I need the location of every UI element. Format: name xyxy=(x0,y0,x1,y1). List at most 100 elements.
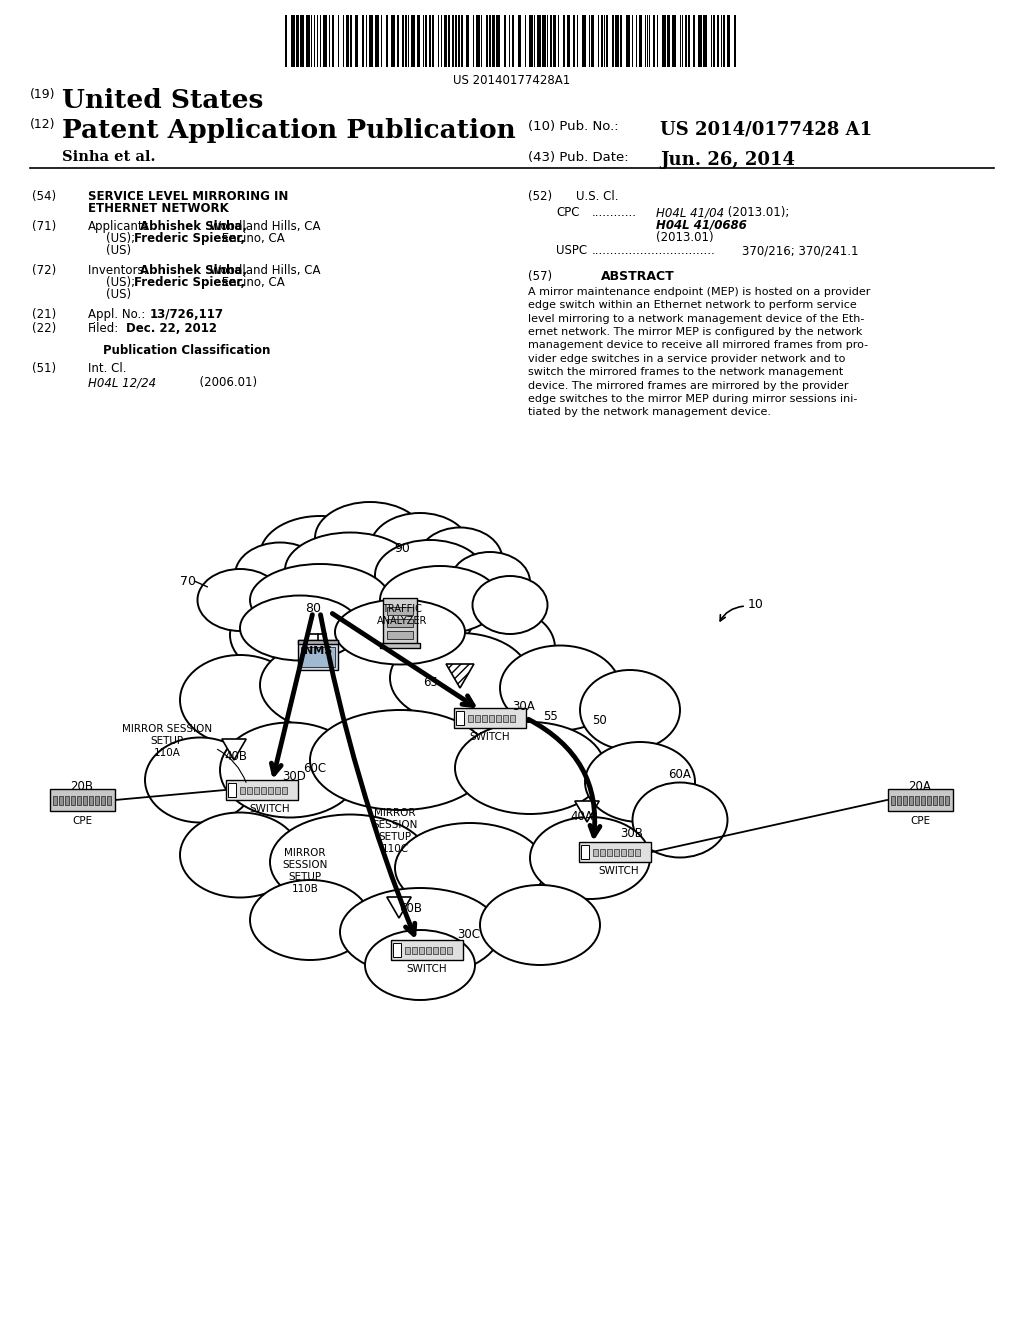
Text: (22): (22) xyxy=(32,322,56,335)
Text: 370/216; 370/241.1: 370/216; 370/241.1 xyxy=(742,244,858,257)
Bar xyxy=(369,15,373,67)
FancyArrowPatch shape xyxy=(528,719,600,836)
Ellipse shape xyxy=(580,671,680,750)
Ellipse shape xyxy=(270,814,430,909)
Bar xyxy=(456,711,464,725)
Bar xyxy=(433,946,438,954)
Text: SWITCH: SWITCH xyxy=(407,964,447,974)
Text: (US);: (US); xyxy=(106,276,135,289)
Text: Patent Application Publication: Patent Application Publication xyxy=(62,117,516,143)
Ellipse shape xyxy=(260,638,420,733)
Bar xyxy=(261,787,266,795)
Ellipse shape xyxy=(465,610,555,685)
Ellipse shape xyxy=(395,822,545,913)
Ellipse shape xyxy=(450,552,530,612)
Bar xyxy=(908,796,912,805)
Bar xyxy=(393,942,401,957)
Bar xyxy=(285,15,287,67)
Text: Woodland Hills, CA: Woodland Hills, CA xyxy=(206,220,321,234)
Bar xyxy=(482,715,487,722)
Bar xyxy=(466,15,469,67)
Text: Woodland Hills, CA: Woodland Hills, CA xyxy=(206,264,321,277)
Bar xyxy=(417,15,420,67)
Text: 30B: 30B xyxy=(620,828,643,840)
Text: TRAFFIC
ANALYZER: TRAFFIC ANALYZER xyxy=(377,605,427,626)
Bar xyxy=(914,796,919,805)
Text: 30D: 30D xyxy=(282,770,306,783)
Bar xyxy=(440,946,445,954)
Bar xyxy=(362,15,364,67)
Text: US 2014/0177428 A1: US 2014/0177428 A1 xyxy=(660,120,872,139)
Text: (2006.01): (2006.01) xyxy=(162,376,257,389)
Text: 40B: 40B xyxy=(224,750,247,763)
Bar xyxy=(933,796,937,805)
Text: Dec. 22, 2012: Dec. 22, 2012 xyxy=(126,322,217,335)
Text: 10: 10 xyxy=(748,598,764,611)
Bar xyxy=(455,15,457,67)
Bar xyxy=(921,796,925,805)
Bar xyxy=(672,15,676,67)
Ellipse shape xyxy=(240,595,360,660)
Ellipse shape xyxy=(250,564,390,636)
Bar xyxy=(582,15,586,67)
Bar xyxy=(503,715,508,722)
Bar xyxy=(567,15,570,67)
Bar xyxy=(698,15,702,67)
Bar xyxy=(581,845,589,859)
Text: 90: 90 xyxy=(394,543,410,554)
Polygon shape xyxy=(387,898,412,917)
Text: Abhishek Sinha,: Abhishek Sinha, xyxy=(140,264,247,277)
Bar xyxy=(550,15,552,67)
Text: Int. Cl.: Int. Cl. xyxy=(88,362,127,375)
Ellipse shape xyxy=(472,576,548,634)
Bar xyxy=(65,796,69,805)
Bar xyxy=(475,715,480,722)
Bar xyxy=(426,946,431,954)
Bar xyxy=(350,15,352,67)
Bar xyxy=(723,15,725,67)
Text: (US);: (US); xyxy=(106,232,135,246)
Text: MIRROR SESSION
SETUP
110A: MIRROR SESSION SETUP 110A xyxy=(122,723,212,758)
Bar xyxy=(228,783,236,797)
Ellipse shape xyxy=(230,587,390,682)
Text: CPC: CPC xyxy=(556,206,580,219)
Text: (12): (12) xyxy=(30,117,55,131)
Bar xyxy=(518,15,521,67)
Bar xyxy=(496,15,500,67)
Bar xyxy=(902,796,906,805)
Bar xyxy=(537,15,541,67)
Ellipse shape xyxy=(585,742,695,822)
Bar xyxy=(688,15,690,67)
Polygon shape xyxy=(446,664,474,688)
Ellipse shape xyxy=(335,599,465,664)
Bar xyxy=(667,15,670,67)
Ellipse shape xyxy=(365,931,475,1001)
Bar xyxy=(927,796,931,805)
Ellipse shape xyxy=(234,543,325,607)
Text: (10) Pub. No.:: (10) Pub. No.: xyxy=(528,120,618,133)
Bar xyxy=(432,15,434,67)
Bar xyxy=(454,708,526,729)
Bar xyxy=(553,15,556,67)
Text: .................................: ................................. xyxy=(592,244,716,257)
Bar xyxy=(653,15,655,67)
Bar xyxy=(639,15,642,67)
Ellipse shape xyxy=(530,817,650,899)
Bar xyxy=(332,15,334,67)
Text: 20B: 20B xyxy=(71,780,93,793)
Bar xyxy=(734,15,736,67)
Bar xyxy=(563,15,565,67)
Bar xyxy=(489,15,490,67)
Bar xyxy=(412,946,417,954)
Ellipse shape xyxy=(250,880,370,960)
Text: SWITCH: SWITCH xyxy=(250,804,291,814)
Bar xyxy=(591,15,594,67)
Bar xyxy=(429,15,431,67)
Text: H04L 41/0686: H04L 41/0686 xyxy=(656,218,746,231)
Bar xyxy=(626,15,630,67)
Ellipse shape xyxy=(406,590,515,671)
Ellipse shape xyxy=(310,710,490,810)
Bar xyxy=(88,796,92,805)
Bar xyxy=(282,787,287,795)
Ellipse shape xyxy=(220,722,360,817)
